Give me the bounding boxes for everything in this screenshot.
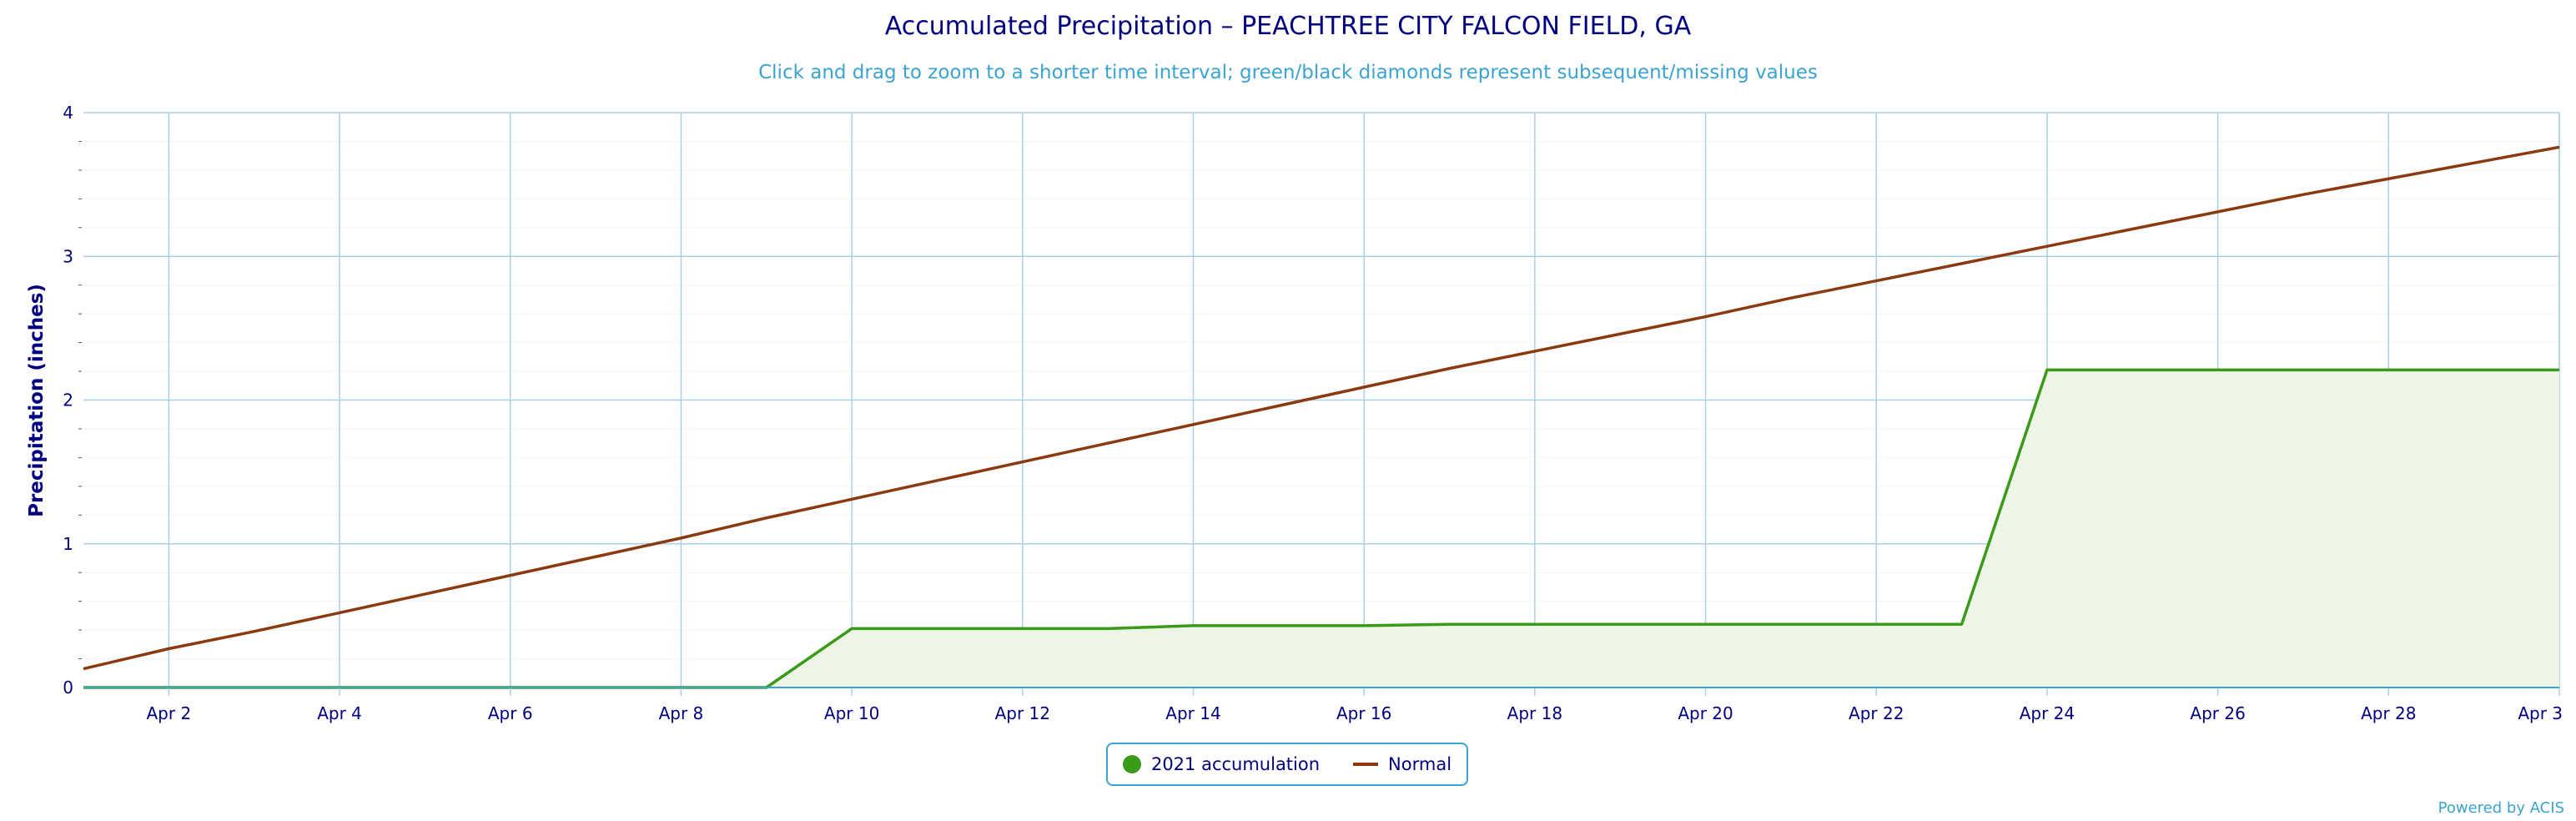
x-tick-label: Apr 10 — [824, 703, 879, 723]
y-tick-label: 4 — [63, 103, 73, 123]
legend-accumulation-marker — [1122, 755, 1141, 773]
x-tick-label: Apr 12 — [995, 703, 1050, 723]
legend: 2021 accumulation Normal — [1106, 743, 1468, 786]
x-tick-label: Apr 24 — [2020, 703, 2075, 723]
y-axis-label: Precipitation (inches) — [26, 284, 48, 517]
legend-normal-marker — [1353, 763, 1379, 766]
legend-accumulation-label: 2021 accumulation — [1150, 754, 1321, 774]
legend-item-normal[interactable]: Normal — [1353, 754, 1452, 774]
y-tick-label: 0 — [63, 677, 73, 698]
legend-item-accumulation[interactable]: 2021 accumulation — [1122, 754, 1321, 774]
x-tick-label: Apr 6 — [488, 703, 533, 723]
x-tick-label: Apr 16 — [1336, 703, 1391, 723]
accumulation-area — [83, 370, 2559, 688]
accumulation-area-fill — [83, 370, 2559, 688]
powered-by-credit[interactable]: Powered by ACIS — [2438, 799, 2564, 817]
x-tick-label: Apr 3 — [2518, 703, 2563, 723]
x-tick-label: Apr 14 — [1165, 703, 1220, 723]
x-tick-label: Apr 2 — [147, 703, 192, 723]
y-tick-label: 1 — [63, 534, 73, 554]
x-tick-label: Apr 20 — [1678, 703, 1733, 723]
x-tick-label: Apr 28 — [2361, 703, 2416, 723]
x-tick-label: Apr 18 — [1507, 703, 1562, 723]
y-tick-label: 3 — [63, 246, 73, 266]
x-tick-label: Apr 8 — [659, 703, 704, 723]
x-tick-label: Apr 4 — [317, 703, 362, 723]
legend-normal-label: Normal — [1388, 754, 1452, 774]
x-tick-label: Apr 22 — [1849, 703, 1904, 723]
chart-subtitle: Click and drag to zoom to a shorter time… — [758, 62, 1818, 83]
chart-title: Accumulated Precipitation – PEACHTREE CI… — [884, 12, 1692, 41]
axes: 0 1 2 3 4 Apr 2 Apr 4 Apr 6 Apr 8 Apr 10 Apr 12 Apr… — [63, 103, 2563, 723]
x-tick-label: Apr 26 — [2190, 703, 2245, 723]
series-line-normal[interactable] — [83, 145, 2560, 671]
y-tick-label: 2 — [63, 390, 73, 410]
